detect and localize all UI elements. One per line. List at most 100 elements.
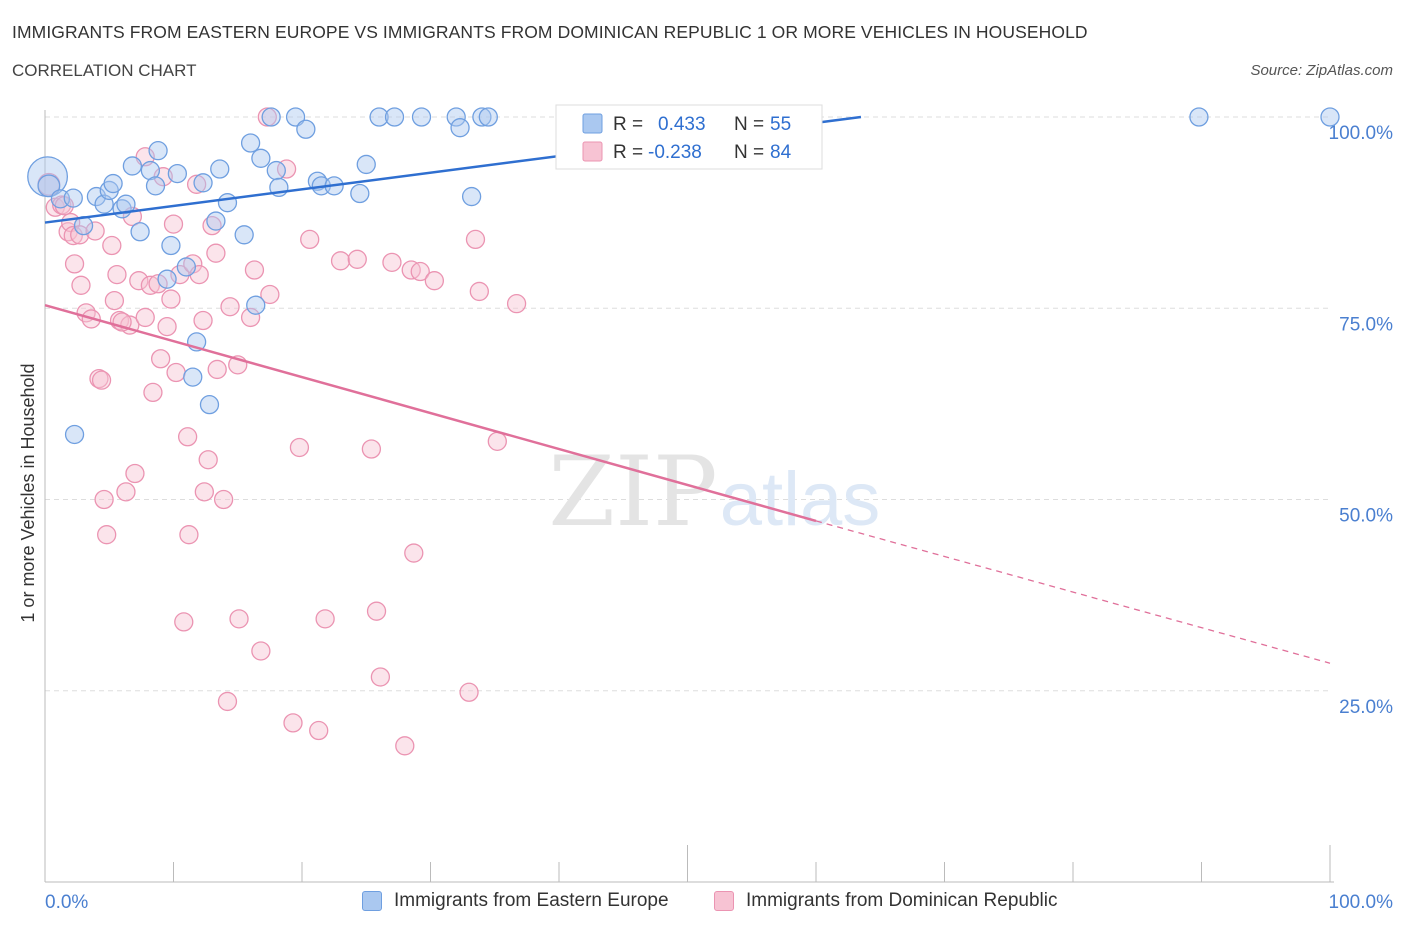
data-point-eastern-europe: [296, 119, 316, 139]
data-point-dominican-republic: [207, 359, 227, 380]
legend-pink-r-value: -0.238: [648, 142, 702, 163]
data-point-dominican-republic: [71, 275, 91, 295]
data-point-dominican-republic: [148, 274, 168, 294]
data-point-eastern-europe: [193, 173, 213, 193]
data-point-dominican-republic: [135, 307, 155, 328]
data-point-eastern-europe: [210, 159, 230, 179]
data-point-eastern-europe: [217, 193, 238, 213]
series-eastern-europe: [27, 107, 1340, 445]
data-point-dominican-republic: [361, 439, 382, 459]
watermark-atlas: atlas: [720, 457, 881, 542]
data-point-dominican-republic: [395, 736, 415, 756]
data-point-eastern-europe: [145, 176, 166, 196]
data-point-eastern-europe: [122, 156, 143, 176]
data-point-dominican-republic: [213, 489, 234, 510]
data-point-dominican-republic: [102, 235, 122, 256]
x-tick-label-min: 0.0%: [45, 892, 88, 913]
y-tick-label: 50.0%: [1339, 506, 1393, 527]
data-point-eastern-europe: [246, 295, 266, 315]
data-point-eastern-europe: [285, 107, 306, 127]
x-tick-label-max: 100.0%: [1329, 892, 1394, 913]
data-point-eastern-europe: [130, 222, 150, 242]
data-point-eastern-europe: [199, 394, 220, 415]
data-point-dominican-republic: [251, 641, 271, 661]
data-point-dominican-republic: [140, 275, 161, 295]
data-point-dominican-republic: [469, 281, 489, 302]
chart-title: IMMIGRANTS FROM EASTERN EUROPE VS IMMIGR…: [12, 22, 1088, 42]
data-point-eastern-europe: [240, 133, 261, 153]
data-point-eastern-europe: [157, 269, 177, 289]
data-point-dominican-republic: [194, 482, 214, 502]
legend-label-dominican-republic: Immigrants from Dominican Republic: [746, 890, 1058, 911]
data-point-dominican-republic: [116, 482, 136, 502]
data-point-dominican-republic: [206, 243, 226, 263]
legend-blue-swatch: [582, 113, 603, 134]
data-point-dominican-republic: [125, 463, 145, 484]
data-point-eastern-europe: [167, 163, 188, 184]
data-point-dominican-republic: [283, 713, 303, 733]
data-point-eastern-europe: [1189, 107, 1209, 127]
legend-item-dominican-republic: Immigrants from Dominican Republic: [714, 890, 1058, 912]
data-point-dominican-republic: [315, 609, 335, 629]
data-point-eastern-europe: [446, 107, 466, 127]
data-point-dominican-republic: [198, 450, 218, 470]
data-point-eastern-europe: [176, 257, 197, 277]
legend-swatch-pink: [714, 891, 734, 911]
data-point-dominican-republic: [487, 431, 507, 452]
data-point-dominican-republic: [404, 543, 424, 563]
data-point-eastern-europe: [140, 160, 161, 181]
data-point-dominican-republic: [240, 307, 261, 328]
data-point-eastern-europe: [384, 107, 405, 127]
data-point-dominican-republic: [129, 271, 149, 291]
data-point-dominican-republic: [300, 229, 320, 250]
legend-blue-r-label: R =: [613, 114, 643, 135]
source-label: Source: ZipAtlas.com: [1250, 62, 1393, 79]
legend-blue-n-label: N =: [734, 114, 764, 135]
data-point-dominican-republic: [220, 297, 240, 317]
data-point-dominican-republic: [366, 601, 387, 621]
y-tick-label: 100.0%: [1329, 123, 1394, 144]
data-point-dominican-republic: [459, 682, 479, 702]
data-point-eastern-europe: [251, 148, 271, 168]
y-tick-label: 25.0%: [1339, 697, 1393, 718]
data-point-eastern-europe: [37, 174, 61, 198]
data-point-dominican-republic: [217, 691, 238, 712]
data-point-dominican-republic: [382, 252, 402, 273]
data-point-dominican-republic: [424, 271, 445, 291]
data-point-eastern-europe: [103, 173, 123, 194]
legend-label-eastern-europe: Immigrants from Eastern Europe: [394, 890, 669, 911]
data-point-dominican-republic: [64, 254, 85, 274]
data-point-eastern-europe: [350, 183, 370, 204]
data-point-eastern-europe: [450, 118, 470, 138]
data-point-dominican-republic: [174, 612, 194, 632]
data-point-dominican-republic: [143, 382, 163, 403]
axes: 25.0% 50.0% 75.0% 100.0% 0.0% 100.0%: [44, 110, 1394, 913]
legend-swatch-blue: [362, 891, 382, 911]
legend-pink-n-value: 84: [770, 142, 792, 163]
legend-blue-r-value: 0.433: [658, 114, 706, 135]
gridlines: [45, 116, 1330, 692]
data-point-dominican-republic: [330, 251, 351, 271]
data-point-dominican-republic: [107, 264, 127, 285]
data-point-dominican-republic: [94, 489, 114, 510]
data-point-dominican-republic: [163, 214, 184, 234]
data-point-eastern-europe: [64, 424, 85, 445]
data-point-dominican-republic: [157, 316, 177, 337]
y-axis-label: 1 or more Vehicles in Household: [18, 363, 38, 622]
data-point-dominican-republic: [193, 310, 213, 331]
data-point-dominican-republic: [104, 290, 125, 311]
trend-lines: [44, 115, 1331, 664]
data-point-dominican-republic: [85, 221, 105, 241]
legend-pink-r-label: R =: [613, 142, 643, 163]
data-point-eastern-europe: [206, 211, 226, 231]
legend-pink-swatch: [582, 141, 603, 162]
data-point-dominican-republic: [177, 427, 198, 447]
y-tick-label: 75.0%: [1339, 314, 1393, 335]
data-point-dominican-republic: [309, 720, 329, 741]
legend-box: R = 0.433 N = 55 R = -0.238 N = 84: [555, 104, 823, 170]
data-point-eastern-europe: [472, 107, 492, 127]
bottom-legend: Immigrants from Eastern Europe Immigrant…: [0, 886, 1406, 918]
data-point-dominican-republic: [91, 370, 112, 390]
chart-subtitle: CORRELATION CHART: [12, 61, 197, 80]
